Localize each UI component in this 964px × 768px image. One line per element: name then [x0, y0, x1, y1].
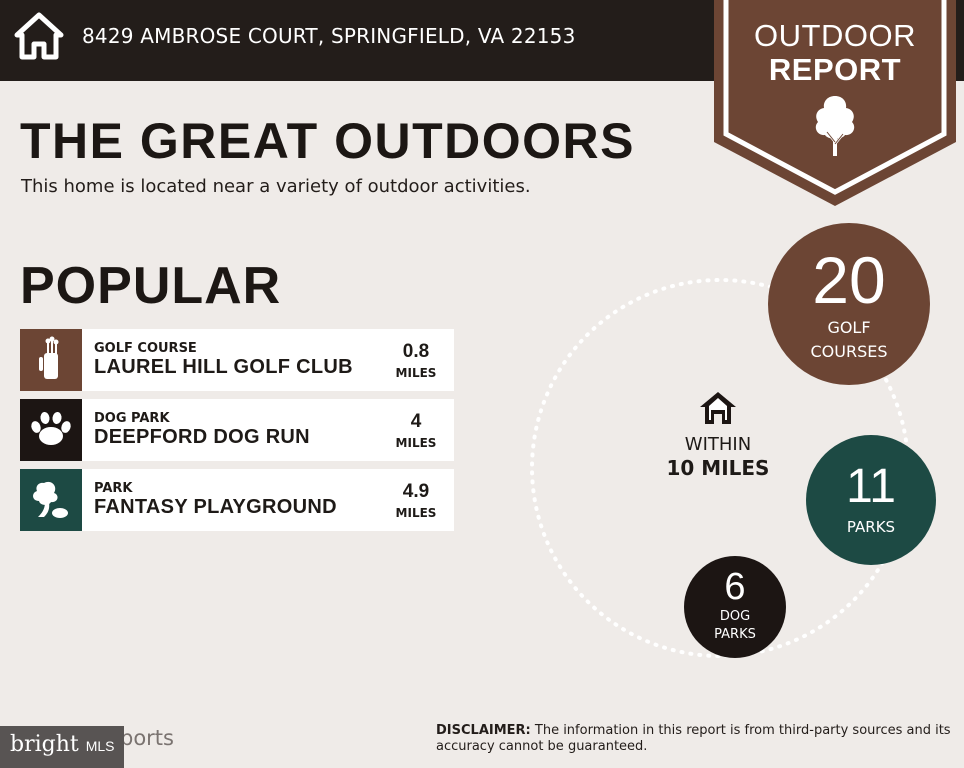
golf-count-label2: COURSES	[810, 341, 888, 361]
disclaimer-label: DISCLAIMER:	[436, 723, 531, 738]
paw-icon	[20, 399, 82, 461]
bright-mls-logo: bright MLS	[0, 726, 124, 768]
dog-count-value: 6	[724, 566, 746, 608]
item-distance-unit: MILES	[395, 506, 437, 520]
parks-count: 11 PARKS	[806, 435, 936, 565]
dog-parks-count: 6 DOG PARKS	[684, 556, 786, 658]
badge-title-line2: REPORT	[768, 52, 902, 87]
item-distance: 0.8	[402, 341, 430, 362]
golf-courses-count: 20 GOLF COURSES	[768, 223, 930, 385]
golf-count-value: 20	[812, 243, 886, 317]
golf-bag-icon	[20, 329, 82, 391]
page-subtitle: This home is located near a variety of o…	[21, 176, 531, 197]
logo-text: bright MLS	[10, 732, 115, 757]
page-title: THE GREAT OUTDOORS	[20, 113, 635, 169]
badge-title-line1: OUTDOOR	[754, 18, 916, 53]
item-category: PARK	[94, 481, 133, 496]
popular-title: POPULAR	[20, 257, 282, 315]
item-name: FANTASY PLAYGROUND	[94, 496, 337, 518]
park-tree-icon	[20, 469, 82, 531]
dog-count-label1: DOG	[719, 609, 751, 624]
logo-main: bright	[10, 732, 79, 757]
parks-count-label: PARKS	[846, 518, 896, 536]
within-distance: 10 MILES	[666, 456, 770, 480]
popular-item-park: PARK FANTASY PLAYGROUND 4.9 MILES	[20, 469, 454, 531]
popular-item-golf: GOLF COURSE LAUREL HILL GOLF CLUB 0.8 MI…	[20, 329, 454, 391]
item-name: LAUREL HILL GOLF CLUB	[94, 356, 353, 378]
item-distance: 4	[410, 411, 422, 432]
item-distance-unit: MILES	[395, 436, 437, 450]
badge-title: OUTDOOR REPORT	[712, 20, 958, 85]
logo-mls: MLS	[85, 738, 115, 754]
house-icon	[14, 12, 64, 60]
item-name: DEEPFORD DOG RUN	[94, 426, 310, 448]
item-distance: 4.9	[402, 481, 430, 502]
disclaimer-text: The information in this report is from t…	[436, 723, 951, 754]
item-category: GOLF COURSE	[94, 341, 197, 356]
item-category: DOG PARK	[94, 411, 170, 426]
item-distance-unit: MILES	[395, 366, 437, 380]
dog-count-label2: PARKS	[714, 627, 756, 643]
parks-count-value: 11	[846, 460, 896, 513]
popular-item-dog-park: DOG PARK DEEPFORD DOG RUN 4 MILES	[20, 399, 454, 461]
reports-logo-text: ports	[120, 726, 174, 750]
property-address: 8429 AMBROSE COURT, SPRINGFIELD, VA 2215…	[82, 24, 576, 48]
tree-icon	[815, 96, 855, 156]
golf-count-label1: GOLF	[827, 318, 871, 337]
disclaimer: DISCLAIMER: The information in this repo…	[436, 723, 964, 755]
within-label: WITHIN	[684, 434, 752, 455]
house-icon	[700, 392, 736, 424]
